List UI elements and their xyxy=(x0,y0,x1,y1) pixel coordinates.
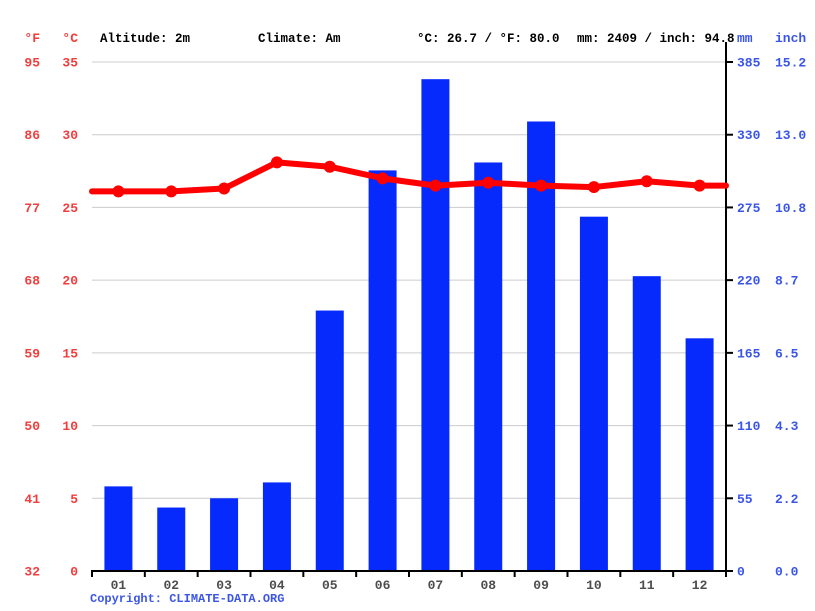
precipitation-bar-06 xyxy=(368,170,397,571)
fahrenheit-tick-label: 68 xyxy=(24,274,40,289)
mm-tick-label: 165 xyxy=(737,346,761,361)
precipitation-bar-05 xyxy=(315,310,344,571)
month-label-05: 05 xyxy=(322,578,338,593)
fahrenheit-tick-label: 50 xyxy=(24,419,40,434)
fahrenheit-tick-label: 95 xyxy=(24,56,40,71)
celsius-tick-label: 5 xyxy=(70,492,78,507)
inch-tick-label: 10.8 xyxy=(775,201,806,216)
temperature-point-12 xyxy=(693,179,706,192)
precipitation-bar-09 xyxy=(527,121,556,572)
celsius-tick-label: 0 xyxy=(70,565,78,580)
month-label-11: 11 xyxy=(639,578,655,593)
inch-tick-label: 13.0 xyxy=(775,128,806,143)
mm-unit-header: mm xyxy=(737,31,753,46)
inch-tick-label: 6.5 xyxy=(775,346,799,361)
celsius-tick-label: 15 xyxy=(62,346,78,361)
copyright-line: Copyright: CLIMATE-DATA.ORG xyxy=(90,592,284,606)
temperature-point-03 xyxy=(218,182,231,195)
fahrenheit-tick-label: 41 xyxy=(24,492,40,507)
mm-tick-label: 0 xyxy=(737,565,745,580)
month-label-06: 06 xyxy=(375,578,391,593)
temperature-point-10 xyxy=(587,181,600,194)
temperature-point-04 xyxy=(270,156,283,169)
inch-tick-label: 2.2 xyxy=(775,492,799,507)
temperature-point-07 xyxy=(429,179,442,192)
temperature-line xyxy=(89,159,729,195)
inch-tick-label: 0.0 xyxy=(775,565,799,580)
temperature-point-02 xyxy=(165,185,178,198)
fahrenheit-unit-header: °F xyxy=(24,31,40,46)
temperature-point-11 xyxy=(640,175,653,188)
celsius-tick-label: 30 xyxy=(62,128,78,143)
fahrenheit-tick-label: 59 xyxy=(24,346,40,361)
precipitation-bar-03 xyxy=(210,498,239,571)
fahrenheit-tick-label: 32 xyxy=(24,565,40,580)
precipitation-bar-07 xyxy=(421,79,450,571)
month-label-08: 08 xyxy=(480,578,496,593)
temperature-point-06 xyxy=(376,172,389,185)
climate-label: Climate: Am xyxy=(258,32,341,46)
month-label-09: 09 xyxy=(533,578,549,593)
month-label-10: 10 xyxy=(586,578,602,593)
mm-tick-label: 55 xyxy=(737,492,753,507)
mm-tick-label: 385 xyxy=(737,56,761,71)
precipitation-bar-04 xyxy=(262,482,291,571)
copyright-prefix: Copyright: xyxy=(90,592,170,606)
celsius-unit-header: °C xyxy=(62,31,78,46)
inch-unit-header: inch xyxy=(775,31,806,46)
altitude-label: Altitude: 2m xyxy=(100,32,191,46)
temperature-point-05 xyxy=(323,160,336,173)
inch-tick-label: 15.2 xyxy=(775,56,806,71)
celsius-tick-label: 20 xyxy=(62,274,78,289)
mm-tick-label: 220 xyxy=(737,274,761,289)
fahrenheit-tick-label: 77 xyxy=(24,201,40,216)
annual-precipitation-label: mm: 2409 / inch: 94.8 xyxy=(577,32,735,46)
inch-tick-label: 4.3 xyxy=(775,419,799,434)
precipitation-bar-10 xyxy=(579,216,608,572)
mm-tick-label: 110 xyxy=(737,419,761,434)
temperature-point-01 xyxy=(112,185,125,198)
precipitation-bar-08 xyxy=(474,162,503,572)
month-label-03: 03 xyxy=(216,578,232,593)
mm-tick-label: 330 xyxy=(737,128,761,143)
temperature-point-09 xyxy=(535,179,548,192)
fahrenheit-tick-label: 86 xyxy=(24,128,40,143)
month-label-02: 02 xyxy=(163,578,179,593)
month-label-07: 07 xyxy=(428,578,444,593)
inch-tick-label: 8.7 xyxy=(775,274,798,289)
month-label-04: 04 xyxy=(269,578,285,593)
temperature-point-08 xyxy=(482,176,495,189)
celsius-tick-label: 25 xyxy=(62,201,78,216)
precipitation-bar-11 xyxy=(632,276,661,571)
celsius-tick-label: 35 xyxy=(62,56,78,71)
month-label-12: 12 xyxy=(692,578,708,593)
precipitation-bar-02 xyxy=(157,507,186,571)
climate-data-org-link[interactable]: CLIMATE-DATA.ORG xyxy=(169,592,285,606)
celsius-tick-label: 10 xyxy=(62,419,78,434)
precipitation-bar-01 xyxy=(104,486,133,571)
precipitation-bar-12 xyxy=(685,338,714,571)
mm-tick-label: 275 xyxy=(737,201,761,216)
mean-temperature-label: °C: 26.7 / °F: 80.0 xyxy=(417,32,560,46)
month-label-01: 01 xyxy=(111,578,127,593)
